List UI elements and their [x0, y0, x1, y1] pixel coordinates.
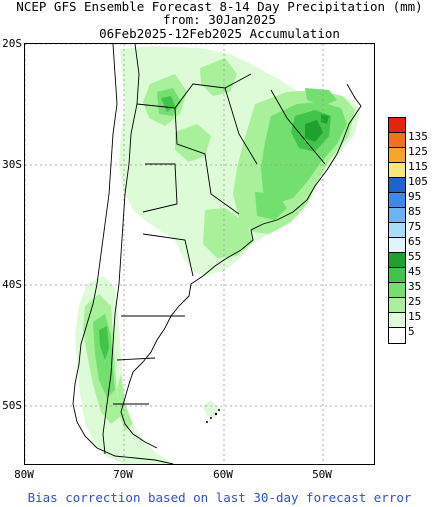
coastline-and-borders: [72, 44, 362, 464]
andes-border: [102, 44, 140, 455]
bias-correction-note: Bias correction based on last 30-day for…: [27, 490, 412, 505]
lat-label-20s: 20S: [2, 37, 22, 50]
legend-label: 105: [408, 175, 428, 188]
legend-label: 135: [408, 130, 428, 143]
atlantic-coastline: [120, 83, 362, 449]
legend-label: 95: [408, 190, 422, 203]
provincial-borders: [113, 73, 326, 405]
legend-swatch: [389, 163, 405, 178]
precip-45-55: [305, 114, 329, 142]
lat-label-30s: 30S: [2, 158, 22, 171]
precipitation-legend: [388, 117, 406, 344]
lon-label-80w: 80W: [14, 468, 34, 481]
legend-swatch: [389, 208, 405, 223]
title-line-1: NCEP GFS Ensemble Forecast 8-14 Day Prec…: [16, 0, 423, 14]
legend-swatch: [389, 178, 405, 193]
lon-label-60w: 60W: [213, 468, 233, 481]
legend-label: 55: [408, 250, 422, 263]
legend-label: 125: [408, 145, 428, 158]
legend-label: 25: [408, 295, 422, 308]
gridlines: [25, 44, 374, 464]
islands: [206, 409, 220, 423]
legend-swatch: [389, 253, 405, 268]
lon-label-70w: 70W: [113, 468, 133, 481]
legend-label: 45: [408, 265, 422, 278]
legend-swatch: [389, 328, 405, 343]
lon-label-50w: 50W: [312, 468, 332, 481]
legend-label: 35: [408, 280, 422, 293]
legend-swatch: [389, 268, 405, 283]
legend-swatch: [389, 193, 405, 208]
legend-swatch: [389, 238, 405, 253]
legend-swatch: [389, 298, 405, 313]
lat-label-50s: 50S: [2, 399, 22, 412]
legend-swatch: [389, 148, 405, 163]
legend-swatch: [389, 118, 405, 133]
legend-label: 15: [408, 310, 422, 323]
legend-label: 75: [408, 220, 422, 233]
legend-label: 115: [408, 160, 428, 173]
map-canvas: [25, 44, 374, 464]
legend-swatch: [389, 313, 405, 328]
legend-label: 65: [408, 235, 422, 248]
legend-label: 5: [408, 325, 415, 338]
lat-label-40s: 40S: [2, 278, 22, 291]
pacific-coastline: [72, 44, 174, 464]
title-line-2: from: 30Jan2025: [163, 12, 276, 27]
precipitation-map: [24, 43, 375, 465]
legend-swatch: [389, 133, 405, 148]
legend-label: 85: [408, 205, 422, 218]
legend-swatch: [389, 283, 405, 298]
legend-swatch: [389, 223, 405, 238]
title-line-3: 06Feb2025-12Feb2025 Accumulation: [99, 26, 340, 41]
